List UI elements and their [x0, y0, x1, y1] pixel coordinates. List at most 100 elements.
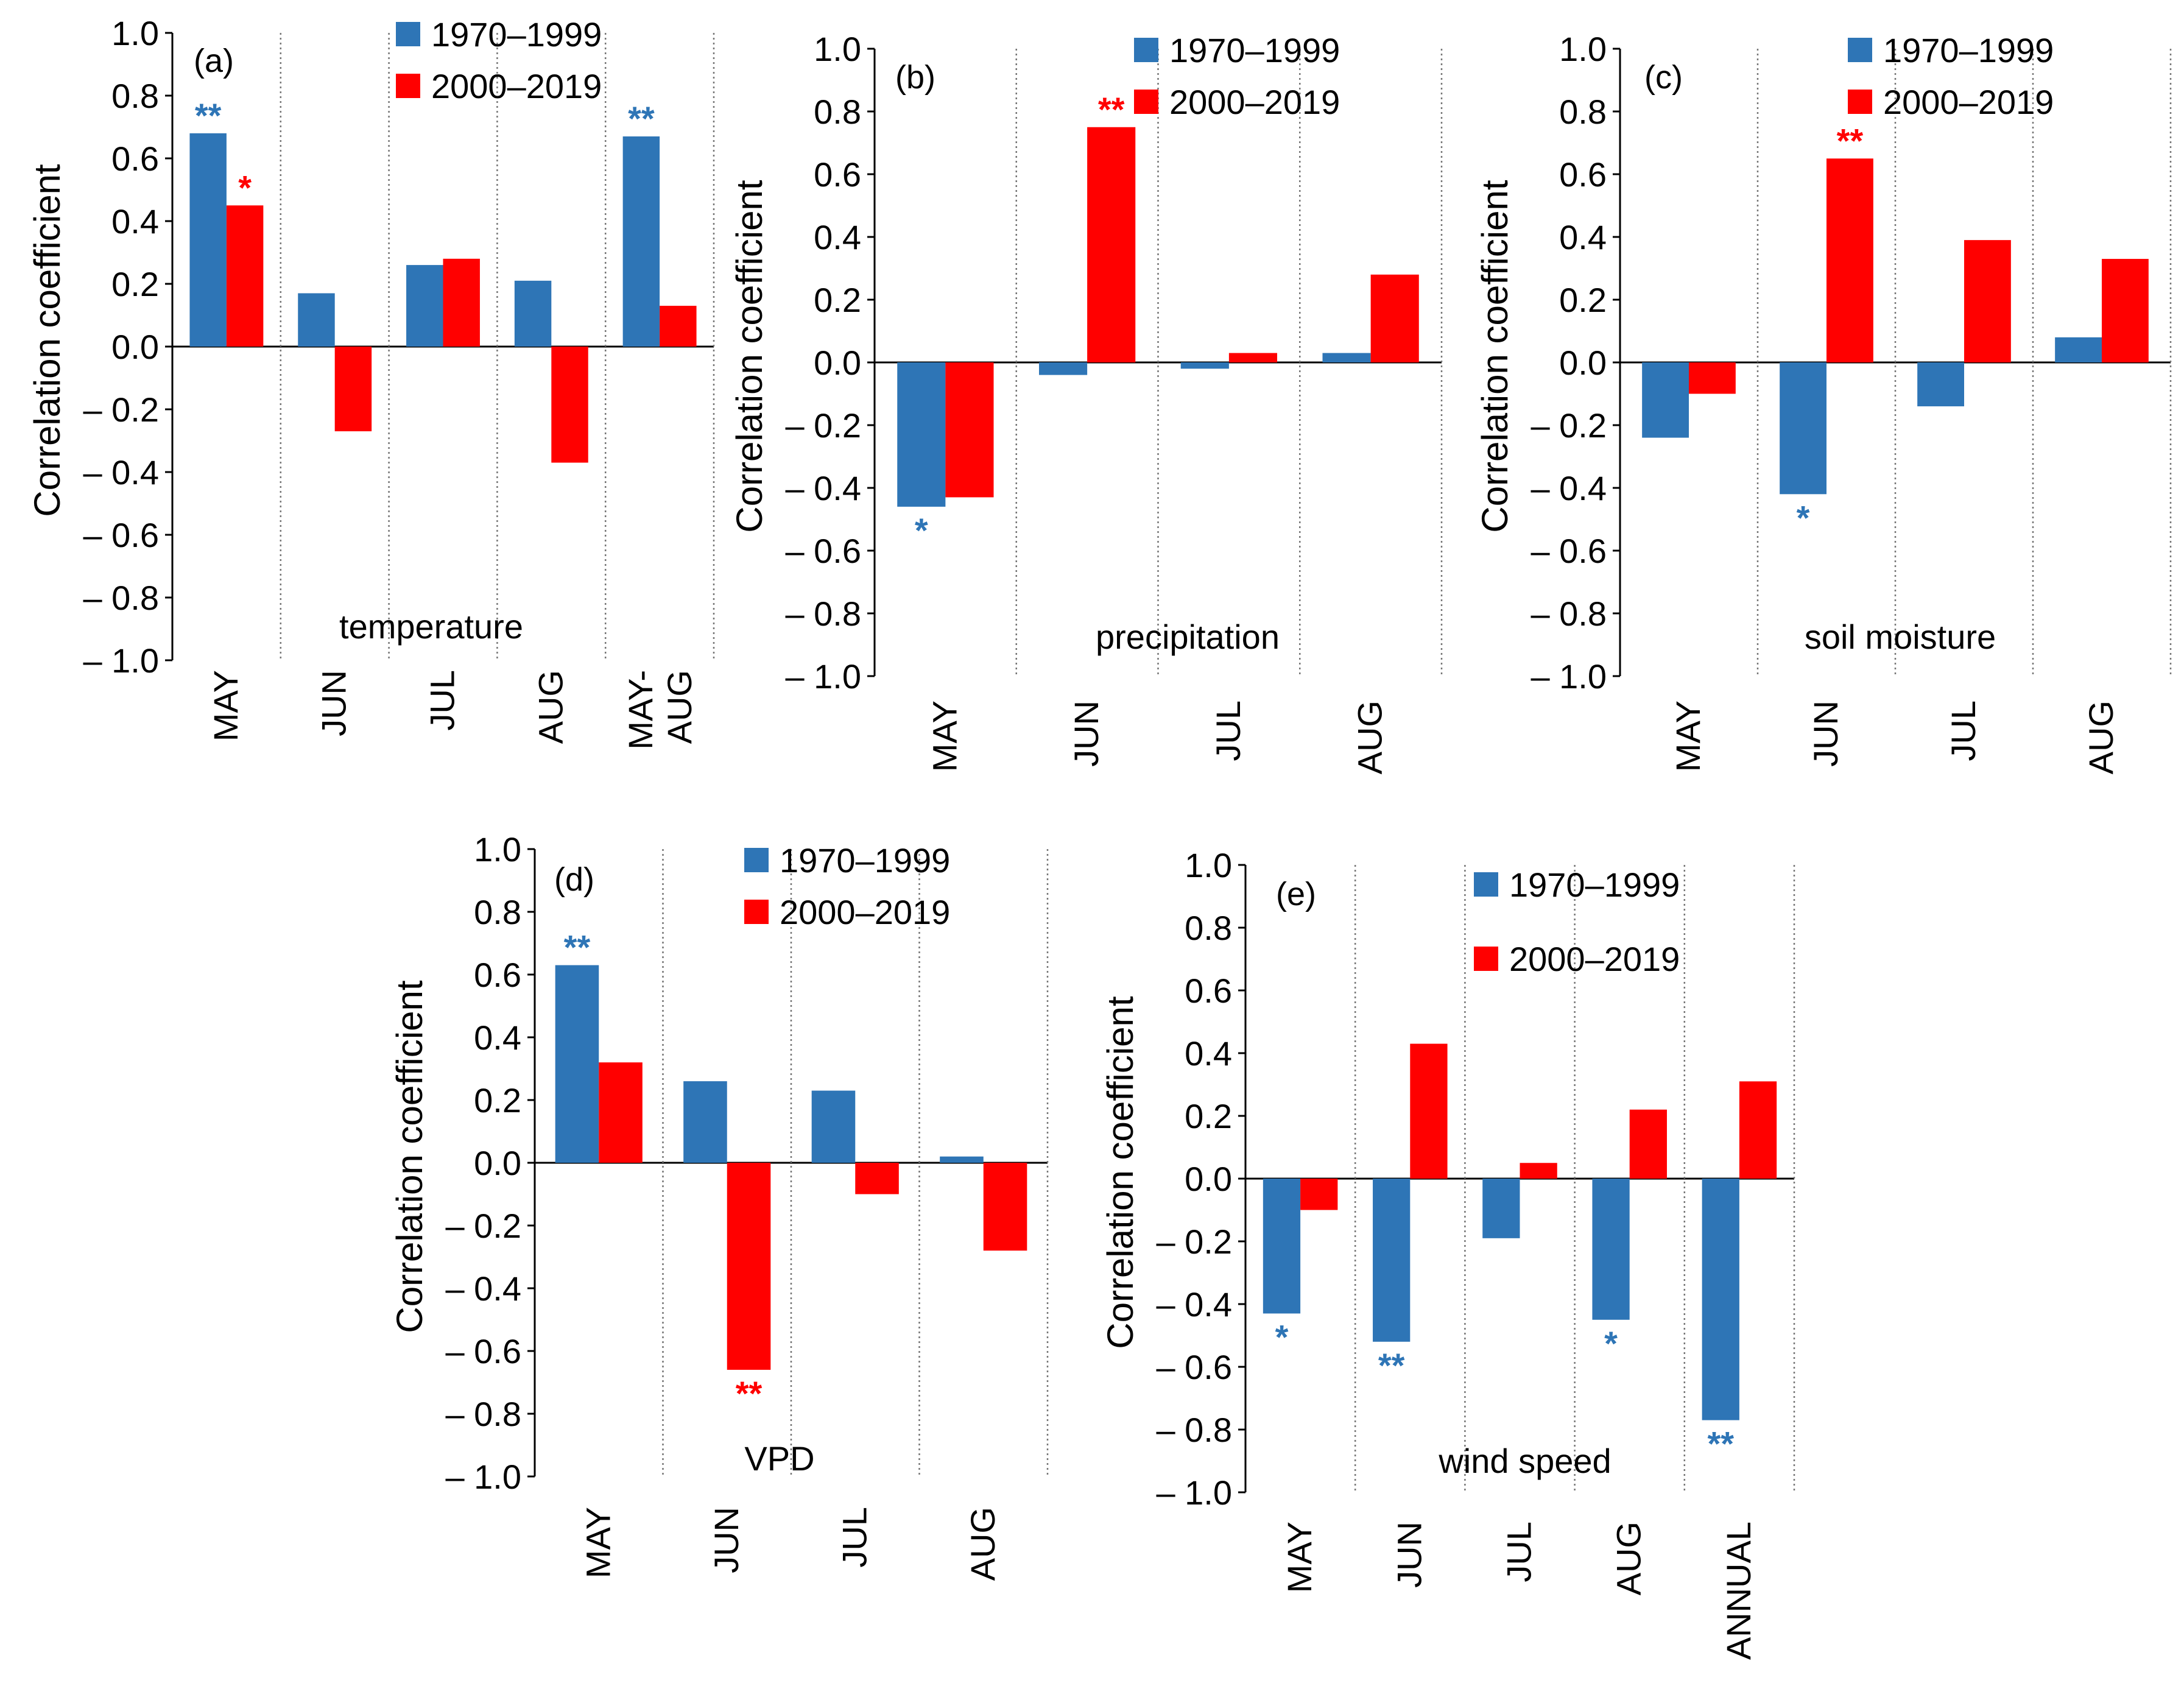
variable-label: VPD [744, 1439, 814, 1478]
category-label-aug: AUG [963, 1507, 1002, 1581]
bar-series1-aug [2055, 337, 2102, 362]
y-tick-label: – 0.2 [1531, 406, 1607, 445]
bar-series1-jul [1482, 1179, 1520, 1238]
legend-swatch-series2 [1474, 947, 1498, 971]
y-tick-label: – 0.8 [785, 594, 861, 633]
bar-series2-may [1689, 362, 1736, 394]
variable-label: precipitation [1096, 618, 1280, 656]
bar-series1-jul [811, 1090, 856, 1163]
y-tick-label: 0.0 [111, 328, 159, 366]
bar-series2-may [226, 205, 264, 347]
legend-label-series2: 2000–2019 [1509, 940, 1680, 978]
category-label-jun: JUN [1390, 1522, 1428, 1588]
bar-series2-aug [2102, 259, 2149, 362]
y-tick-label: 1.0 [474, 830, 521, 869]
category-label-aug: AUG [1610, 1522, 1648, 1595]
y-tick-label: – 0.2 [445, 1207, 521, 1245]
y-tick-label: 0.0 [814, 344, 861, 382]
bar-series2-jun [1826, 158, 1873, 362]
legend-label-series2: 2000–2019 [1169, 83, 1340, 121]
legend-label-series1: 1970–1999 [780, 841, 950, 880]
bar-series2-may [945, 362, 994, 498]
category-label-jul: JUL [1500, 1522, 1538, 1582]
y-tick-label: – 1.0 [445, 1458, 521, 1496]
variable-label: wind speed [1438, 1442, 1611, 1480]
legend-swatch-series1 [1848, 38, 1872, 62]
legend-label-series1: 1970–1999 [1883, 31, 2054, 69]
y-tick-label: – 0.6 [445, 1332, 521, 1370]
y-tick-label: 0.6 [1185, 972, 1232, 1010]
bar-series2-aug [983, 1163, 1027, 1251]
significance-marker: ** [1837, 121, 1864, 160]
bar-series2-annual [1739, 1081, 1777, 1179]
category-label-jul: JUL [1944, 700, 1982, 761]
panel-label: (a) [194, 43, 234, 79]
y-tick-label: 0.0 [474, 1144, 521, 1182]
y-tick-label: – 0.6 [1531, 532, 1607, 570]
category-label-aug: AUG [2082, 700, 2120, 774]
bar-series2-jun [1410, 1043, 1448, 1179]
y-tick-label: 0.4 [1185, 1034, 1232, 1073]
significance-marker: * [1604, 1324, 1618, 1363]
bar-series1-jun [1038, 362, 1088, 375]
panel-label: (d) [554, 861, 594, 898]
y-tick-label: 0.8 [474, 893, 521, 931]
legend-swatch-series1 [1134, 38, 1158, 62]
y-axis-title: Correlation coefficient [1474, 180, 1515, 533]
bar-series2-jun [727, 1163, 771, 1370]
legend-label-series1: 1970–1999 [1169, 31, 1340, 69]
category-label-jun: JUN [707, 1507, 745, 1573]
significance-marker: * [1275, 1317, 1289, 1356]
category-label-jun: JUN [1806, 700, 1845, 767]
significance-marker: ** [1707, 1425, 1734, 1463]
y-axis-title: Correlation coefficient [729, 180, 770, 533]
category-label-may: MAY [579, 1507, 617, 1578]
y-tick-label: – 1.0 [1156, 1473, 1232, 1512]
y-tick-label: – 0.8 [1531, 594, 1607, 633]
legend-swatch-series2 [744, 900, 769, 924]
category-label-may: MAY [1669, 700, 1707, 772]
bar-series2-jul [1228, 353, 1278, 362]
y-tick-label: – 0.2 [785, 406, 861, 445]
y-tick-label: – 0.4 [445, 1269, 521, 1308]
y-tick-label: – 0.8 [445, 1395, 521, 1433]
y-tick-label: 0.0 [1559, 344, 1607, 382]
y-tick-label: 1.0 [1185, 846, 1232, 884]
significance-marker: ** [1378, 1346, 1405, 1384]
y-tick-label: 0.8 [1185, 909, 1232, 947]
bar-series1-jul [406, 265, 443, 347]
y-tick-label: 0.2 [1559, 281, 1607, 319]
bar-series2-jul [1964, 240, 2011, 362]
bar-series2-jun [334, 347, 372, 432]
legend-label-series2: 2000–2019 [1883, 83, 2054, 121]
y-tick-label: 0.2 [814, 281, 861, 319]
bar-series1-may [189, 133, 227, 347]
y-tick-label: – 0.4 [785, 469, 861, 507]
bar-series2-aug [551, 347, 588, 463]
legend-swatch-series2 [396, 74, 420, 98]
significance-marker: * [238, 168, 252, 206]
bar-series1-jul [1917, 362, 1964, 407]
bar-series2-aug [1370, 274, 1419, 362]
y-tick-label: – 0.4 [83, 453, 159, 492]
y-tick-label: – 0.4 [1531, 469, 1607, 507]
chart-panel-b: 1.0 0.8 0.6 0.4 0.2 0.0 – 0.2 – 0.4 – 0.6 – 0.8 – … [729, 30, 1443, 774]
legend-label-series1: 1970–1999 [1509, 866, 1680, 904]
category-label-may: MAY [925, 700, 963, 772]
variable-label: soil moisture [1805, 618, 1996, 656]
significance-marker: * [1797, 498, 1810, 537]
bar-series1-annual [1702, 1179, 1739, 1420]
y-axis-title: Correlation coefficient [389, 980, 430, 1333]
category-label-may-aug-2: AUG [660, 670, 699, 744]
y-tick-label: 0.8 [1559, 93, 1607, 131]
y-tick-label: 0.4 [111, 202, 159, 241]
y-tick-label: – 0.2 [83, 390, 159, 429]
y-tick-label: – 0.4 [1156, 1285, 1232, 1324]
bar-series1-aug [514, 280, 552, 347]
y-tick-label: – 0.6 [1156, 1348, 1232, 1386]
y-tick-label: – 1.0 [785, 657, 861, 696]
bar-series1-jun [1780, 362, 1826, 495]
bar-series2-jun [1087, 127, 1136, 362]
bar-series1-may [1263, 1179, 1301, 1314]
